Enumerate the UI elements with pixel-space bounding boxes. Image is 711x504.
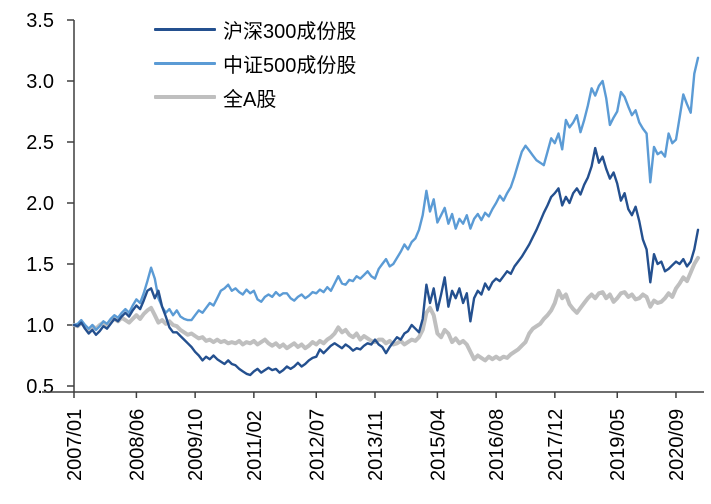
y-tick-label: 1.5: [26, 254, 54, 276]
x-tick-label: 2017/12: [545, 409, 567, 481]
y-tick-label: 1.0: [26, 315, 54, 337]
y-axis: 0.5 1.0 1.5 2.0 2.5 3.0 3.5: [26, 10, 74, 398]
y-tick-label: 2.0: [26, 193, 54, 215]
x-tick-label: 2009/10: [185, 409, 207, 481]
y-tick-label: 3.5: [26, 10, 54, 32]
x-tick-label: 2015/04: [427, 409, 449, 481]
series-all-a-line: [72, 255, 700, 363]
legend-label-all-a: 全A股: [223, 88, 277, 111]
x-tick-label: 2019/05: [607, 409, 629, 481]
x-tick-label: 2007/01: [64, 409, 86, 481]
legend-swatch-csi300: [154, 27, 216, 31]
legend-item-csi500: 中证500成份股: [154, 46, 356, 80]
legend: 沪深300成份股 中证500成份股 全A股: [154, 12, 356, 114]
legend-label-csi500: 中证500成份股: [223, 54, 357, 77]
x-axis: 2007/01 2008/06 2009/10 2011/02 2012/07 2013/…: [64, 392, 688, 481]
x-tick-label: 2008/06: [126, 409, 148, 481]
series-lines: [72, 56, 700, 377]
series-csi300-line: [72, 146, 700, 377]
legend-item-csi300: 沪深300成份股: [154, 12, 356, 46]
y-tick-label: 0.5: [26, 376, 54, 398]
legend-swatch-all-a: [154, 95, 216, 99]
x-tick-label: 2013/11: [365, 410, 387, 481]
y-tick-label: 3.0: [26, 71, 54, 93]
x-tick-label: 2011/02: [244, 410, 266, 481]
y-tick-label: 2.5: [26, 132, 54, 154]
x-tick-label: 2012/07: [306, 409, 328, 481]
legend-item-all-a: 全A股: [154, 80, 356, 114]
legend-swatch-csi500: [154, 61, 216, 65]
x-tick-label: 2020/09: [666, 409, 688, 481]
legend-label-csi300: 沪深300成份股: [223, 20, 357, 43]
x-tick-label: 2016/08: [486, 409, 508, 481]
series-csi500-line: [72, 56, 700, 332]
